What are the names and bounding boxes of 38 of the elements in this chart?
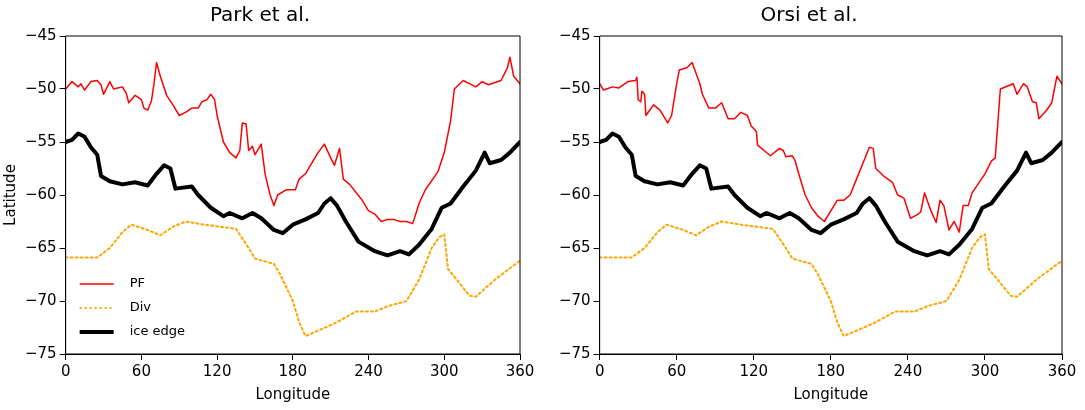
chart-title: Orsi et al. (760, 2, 858, 27)
y-tick-label: −65 (559, 237, 591, 256)
chart-title: Park et al. (209, 2, 311, 27)
x-axis-title: Longitude (255, 384, 331, 403)
x-tick-label: 120 (202, 361, 232, 380)
x-tick-label: 360 (1047, 361, 1077, 380)
y-tick-label: −45 (25, 25, 57, 44)
y-tick-label: −55 (25, 131, 57, 150)
x-tick-label: 60 (667, 361, 687, 380)
y-tick-label: −70 (559, 290, 591, 309)
y-tick-label: −50 (25, 78, 57, 97)
x-tick-label: 300 (429, 361, 459, 380)
x-axis-title: Longitude (793, 384, 869, 403)
line-series (599, 220, 1062, 337)
y-tick-label: −75 (559, 343, 591, 362)
y-tick-label: −55 (559, 131, 591, 150)
x-tick-label: 60 (131, 361, 151, 380)
legend-label: PF (129, 275, 145, 291)
legend-label: Div (129, 299, 152, 315)
x-tick-label: 120 (739, 361, 769, 380)
x-tick-label: 0 (60, 361, 71, 380)
y-tick-label: −60 (559, 184, 591, 203)
y-tick-label: −45 (559, 25, 591, 44)
y-tick-label: −65 (25, 237, 57, 256)
y-tick-label: −75 (25, 343, 57, 362)
x-tick-label: 360 (505, 361, 535, 380)
y-axis-title: Latitude (0, 164, 19, 226)
x-tick-label: 180 (278, 361, 308, 380)
legend-label: ice edge (129, 323, 186, 339)
x-tick-label: 180 (816, 361, 846, 380)
x-tick-label: 240 (893, 361, 923, 380)
y-tick-label: −50 (559, 78, 591, 97)
y-tick-label: −70 (25, 290, 57, 309)
y-tick-label: −60 (25, 184, 57, 203)
line-series (65, 220, 520, 337)
x-tick-label: 240 (354, 361, 383, 380)
x-tick-label: 300 (970, 361, 1000, 380)
x-tick-label: 0 (594, 361, 605, 380)
